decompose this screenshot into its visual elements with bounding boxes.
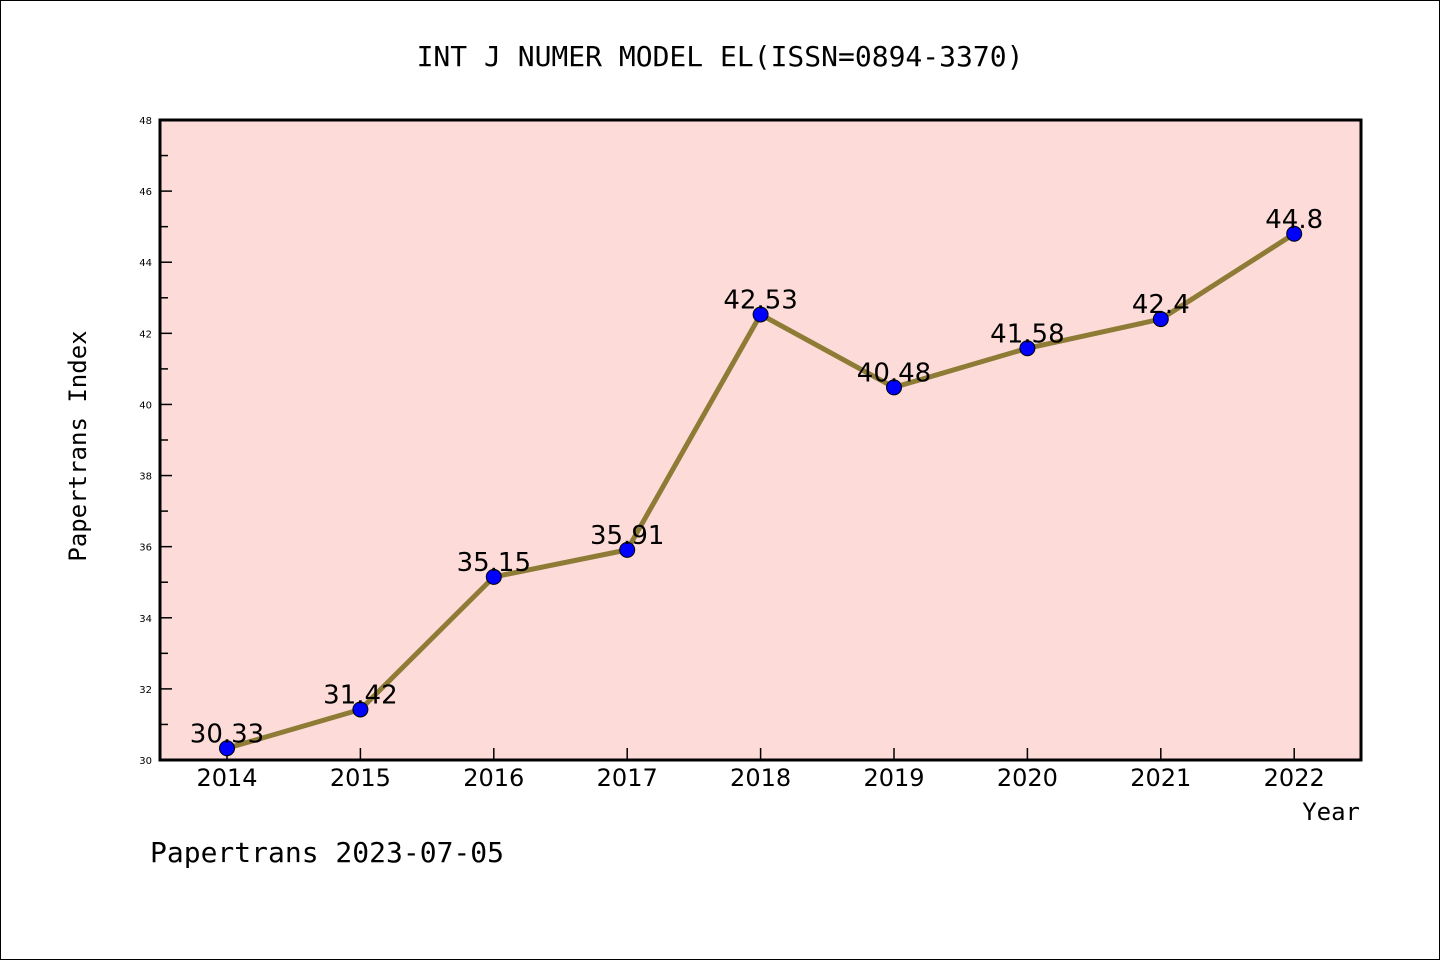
series: 30.33 31.42 35.15 35.91 42.53 40.48 41.58 42.4 4…: [190, 205, 1323, 757]
x-tick-label: 2021: [1130, 764, 1191, 792]
x-axis: 2014 2015 2016 2017 2018 2019 2020 2021 2022: [196, 748, 1325, 792]
x-axis-label: Year: [1302, 798, 1360, 826]
y-tick-label: 46: [139, 187, 152, 198]
data-point: [886, 379, 902, 396]
y-tick-label: 48: [139, 116, 152, 127]
x-tick-label: 2017: [597, 764, 658, 792]
x-tick-label: 2016: [463, 764, 524, 792]
data-point: [1152, 311, 1169, 328]
chart-title: INT J NUMER MODEL EL(ISSN=0894-3370): [417, 40, 1024, 73]
data-label: 30.33: [190, 719, 264, 749]
y-tick-label: 40: [139, 400, 152, 411]
data-point: [1019, 340, 1036, 357]
y-tick-label: 34: [139, 614, 152, 625]
y-tick-label: 38: [139, 472, 152, 483]
data-label: 40.48: [857, 358, 931, 388]
x-tick-label: 2019: [863, 764, 924, 792]
y-tick-label: 42: [139, 329, 152, 340]
data-label: 42.53: [723, 285, 797, 315]
data-point: [485, 568, 502, 585]
x-tick-label: 2020: [997, 764, 1058, 792]
x-tick-label: 2014: [196, 764, 257, 792]
x-tick-label: 2018: [730, 764, 791, 792]
data-label: 41.58: [990, 319, 1064, 349]
data-point: [619, 541, 636, 558]
x-tick-label: 2015: [330, 764, 391, 792]
x-tick-label: 2022: [1264, 764, 1325, 792]
data-point: [1286, 225, 1303, 242]
y-tick-label: 30: [139, 756, 152, 767]
y-axis-label: Papertrans Index: [64, 330, 92, 561]
y-axis: 30 32 34 36 38 40 42 44 46 48: [139, 116, 172, 767]
data-label: 44.8: [1265, 205, 1323, 235]
y-tick-label: 36: [139, 543, 152, 554]
plot-area: [158, 118, 1363, 762]
data-point: [752, 306, 769, 323]
data-label: 42.4: [1132, 290, 1190, 320]
data-label: 35.15: [457, 548, 531, 578]
footer-text: Papertrans 2023-07-05: [150, 836, 505, 869]
data-label: 31.42: [323, 681, 397, 711]
data-point: [219, 740, 235, 757]
data-point: [352, 701, 369, 718]
data-label: 35.91: [590, 521, 664, 551]
y-tick-label: 44: [139, 258, 152, 269]
y-tick-label: 32: [139, 685, 152, 696]
